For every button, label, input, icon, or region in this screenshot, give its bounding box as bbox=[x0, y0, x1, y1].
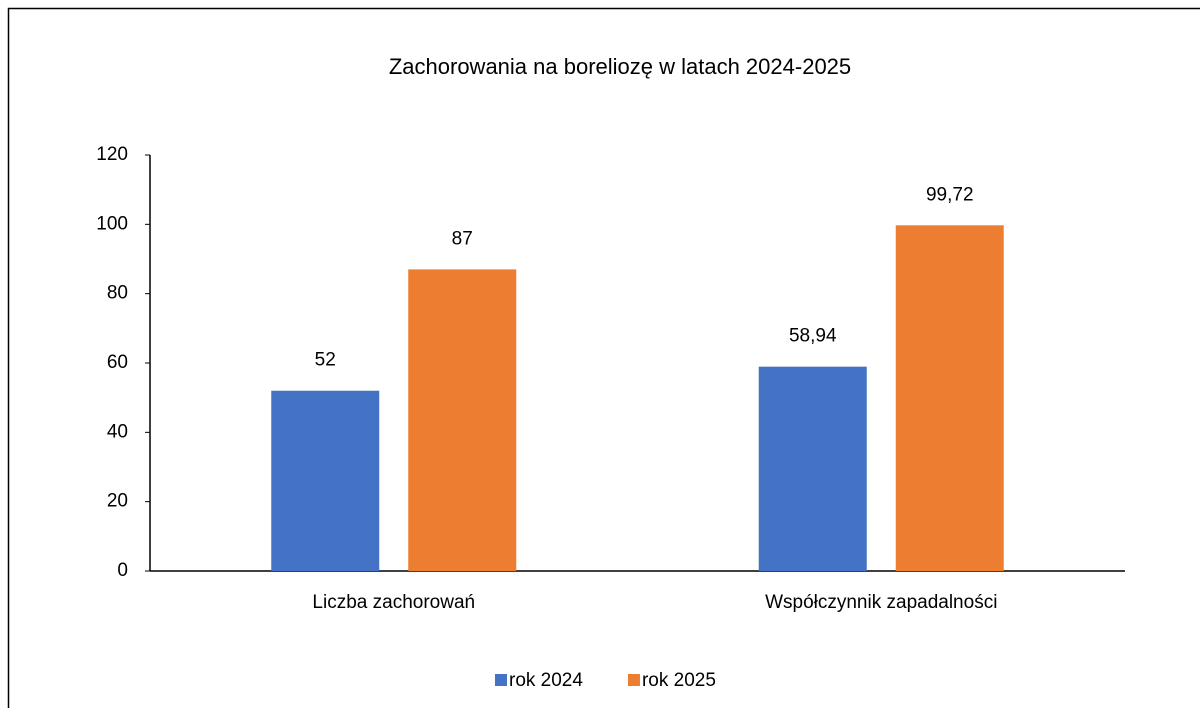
y-tick-label: 20 bbox=[107, 491, 128, 512]
legend-swatch bbox=[495, 674, 507, 686]
bar bbox=[408, 269, 517, 571]
y-tick-label: 100 bbox=[96, 213, 128, 234]
x-tick-label: Współczynnik zapadalności bbox=[765, 592, 997, 613]
data-label: 99,72 bbox=[926, 184, 974, 205]
y-tick-label: 40 bbox=[107, 421, 128, 442]
y-tick-label: 0 bbox=[117, 560, 128, 581]
chart-frame bbox=[7, 7, 1200, 708]
chart-title: Zachorowania na boreliozę w latach 2024-… bbox=[389, 54, 851, 79]
legend-swatch bbox=[627, 674, 640, 686]
bar bbox=[895, 225, 1004, 571]
data-label: 87 bbox=[452, 228, 473, 249]
y-tick-label: 120 bbox=[96, 144, 128, 165]
bar bbox=[758, 366, 867, 571]
y-tick-label: 60 bbox=[107, 352, 128, 373]
legend-label: rok 2024 bbox=[509, 670, 583, 691]
data-label: 58,94 bbox=[789, 326, 837, 347]
y-tick-label: 80 bbox=[107, 283, 128, 304]
bar bbox=[271, 390, 380, 571]
data-label: 52 bbox=[315, 350, 336, 371]
legend-label: rok 2025 bbox=[642, 670, 716, 691]
x-tick-label: Liczba zachorowań bbox=[312, 592, 475, 613]
